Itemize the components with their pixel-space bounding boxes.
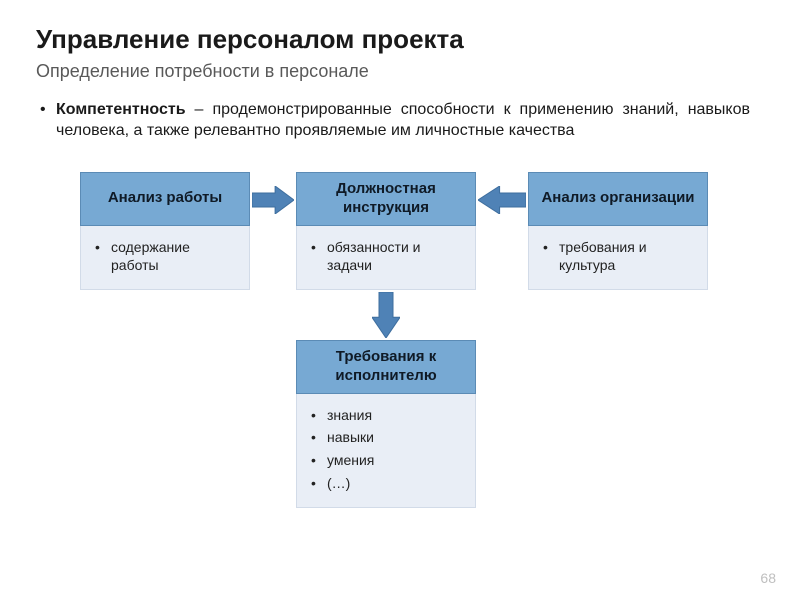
- list-item: обязанности и задачи: [323, 236, 463, 278]
- box-analysis-work: Анализ работы содержание работы: [80, 172, 250, 291]
- arrow-right-icon: [252, 186, 294, 214]
- box-body: содержание работы: [80, 226, 250, 291]
- box-body: обязанности и задачи: [296, 226, 476, 291]
- definition-paragraph: Компетентность – продемонстрированные сп…: [0, 92, 800, 142]
- box-body: требования и культура: [528, 226, 708, 291]
- list-item: требования и культура: [555, 236, 695, 278]
- box-header: Должностная инструкция: [296, 172, 476, 226]
- arrow-down-icon: [372, 292, 400, 338]
- list-item: (…): [323, 472, 463, 495]
- list-item: умения: [323, 449, 463, 472]
- definition-term: Компетентность: [56, 101, 186, 118]
- box-header: Требования к исполнителю: [296, 340, 476, 394]
- page-title: Управление персоналом проекта: [0, 0, 800, 61]
- box-header: Анализ организации: [528, 172, 708, 226]
- list-item: знания: [323, 404, 463, 427]
- flow-diagram: Анализ работы содержание работы Должност…: [0, 142, 800, 562]
- box-header: Анализ работы: [80, 172, 250, 226]
- list-item: содержание работы: [107, 236, 237, 278]
- box-requirements: Требования к исполнителю знания навыки у…: [296, 340, 476, 509]
- box-job-instruction: Должностная инструкция обязанности и зад…: [296, 172, 476, 291]
- box-body: знания навыки умения (…): [296, 394, 476, 509]
- list-item: навыки: [323, 426, 463, 449]
- arrow-left-icon: [478, 186, 526, 214]
- box-org-analysis: Анализ организации требования и культура: [528, 172, 708, 291]
- page-number: 68: [760, 570, 776, 586]
- page-subtitle: Определение потребности в персонале: [0, 61, 800, 92]
